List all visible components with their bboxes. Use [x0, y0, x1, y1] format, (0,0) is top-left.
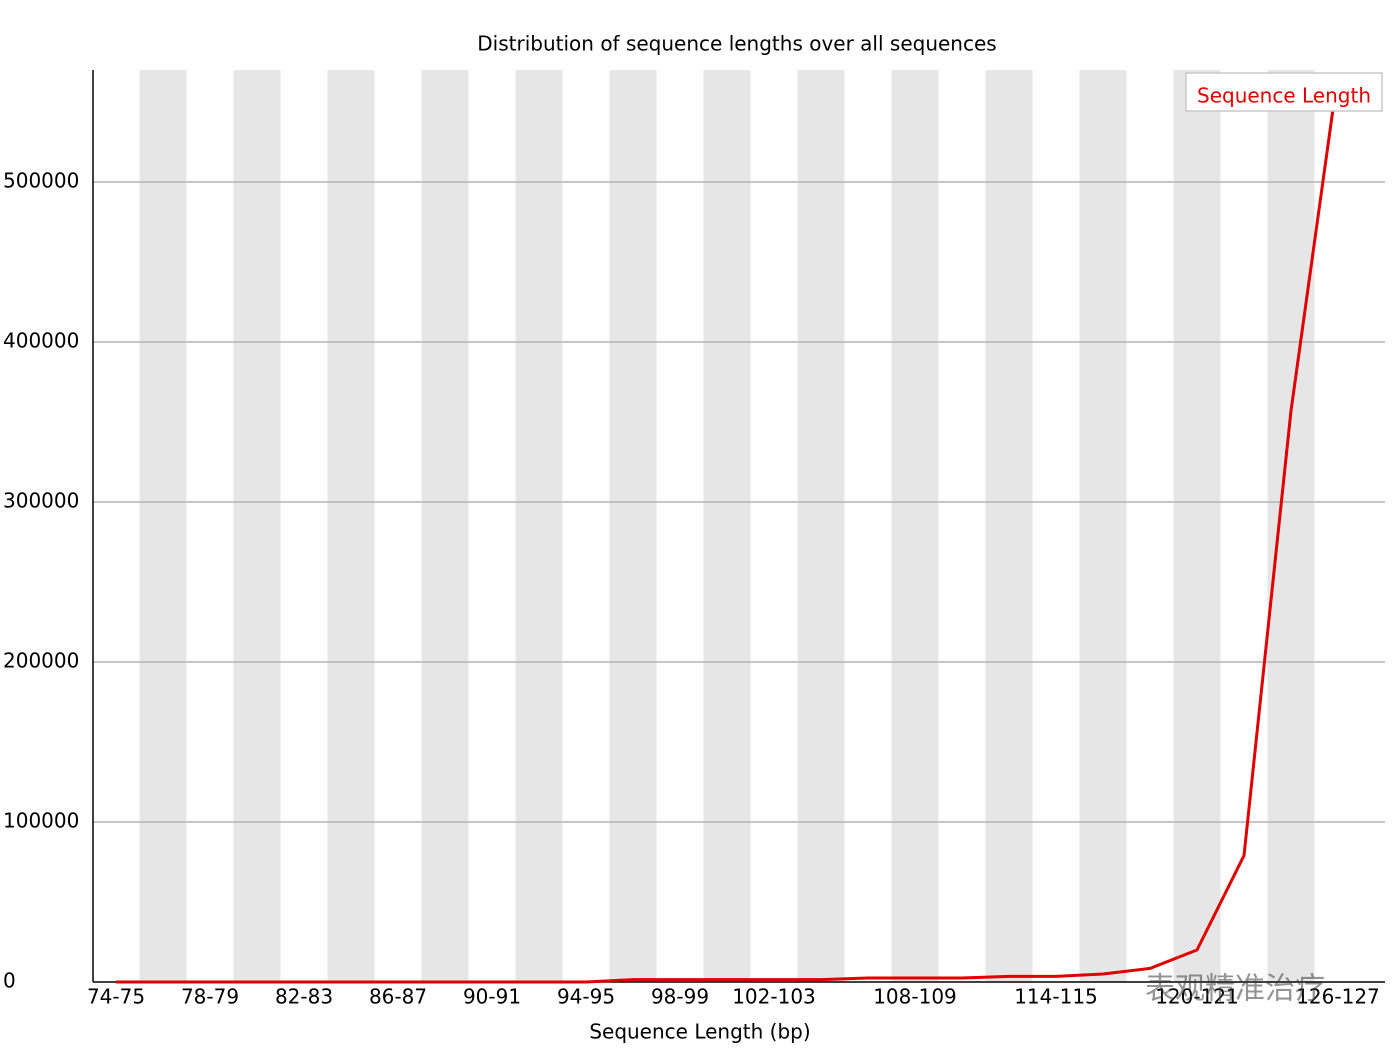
y-tick-label: 500000 — [3, 169, 79, 193]
x-tick-label: 120-121 — [1155, 985, 1239, 1009]
y-tick-label: 300000 — [3, 489, 79, 513]
x-tick-label: 90-91 — [463, 985, 521, 1009]
stripe — [233, 70, 281, 982]
stripe — [515, 70, 563, 982]
x-tick-label: 102-103 — [732, 985, 816, 1009]
stripe — [985, 70, 1033, 982]
x-tick-label: 78-79 — [181, 985, 239, 1009]
stripe — [327, 70, 375, 982]
stripe — [891, 70, 939, 982]
stripe — [139, 70, 187, 982]
stripe — [1079, 70, 1127, 982]
watermark: 表观精准治疗 — [1145, 972, 1325, 1007]
stripe — [703, 70, 751, 982]
x-tick-label: 114-115 — [1014, 985, 1098, 1009]
x-tick-label: 108-109 — [873, 985, 957, 1009]
stripe — [421, 70, 469, 982]
x-tick-label: 82-83 — [275, 985, 333, 1009]
chart-title: Distribution of sequence lengths over al… — [477, 32, 996, 56]
stripe — [797, 70, 845, 982]
x-tick-label: 94-95 — [557, 985, 615, 1009]
legend-box — [1185, 72, 1383, 112]
x-axis-label: Sequence Length (bp) — [589, 1020, 810, 1044]
stripe — [609, 70, 657, 982]
x-tick-label: 86-87 — [369, 985, 427, 1009]
stripe — [1173, 70, 1221, 982]
y-tick-label: 0 — [3, 969, 16, 993]
stripe — [1267, 70, 1315, 982]
y-tick-label: 200000 — [3, 649, 79, 673]
y-tick-label: 400000 — [3, 329, 79, 353]
legend-label: Sequence Length — [1197, 84, 1371, 108]
x-tick-label: 98-99 — [651, 985, 709, 1009]
data-line — [116, 72, 1340, 984]
x-tick-label: 74-75 — [87, 985, 145, 1009]
y-tick-label: 100000 — [3, 809, 79, 833]
x-tick-label: 126-127 — [1296, 985, 1380, 1009]
